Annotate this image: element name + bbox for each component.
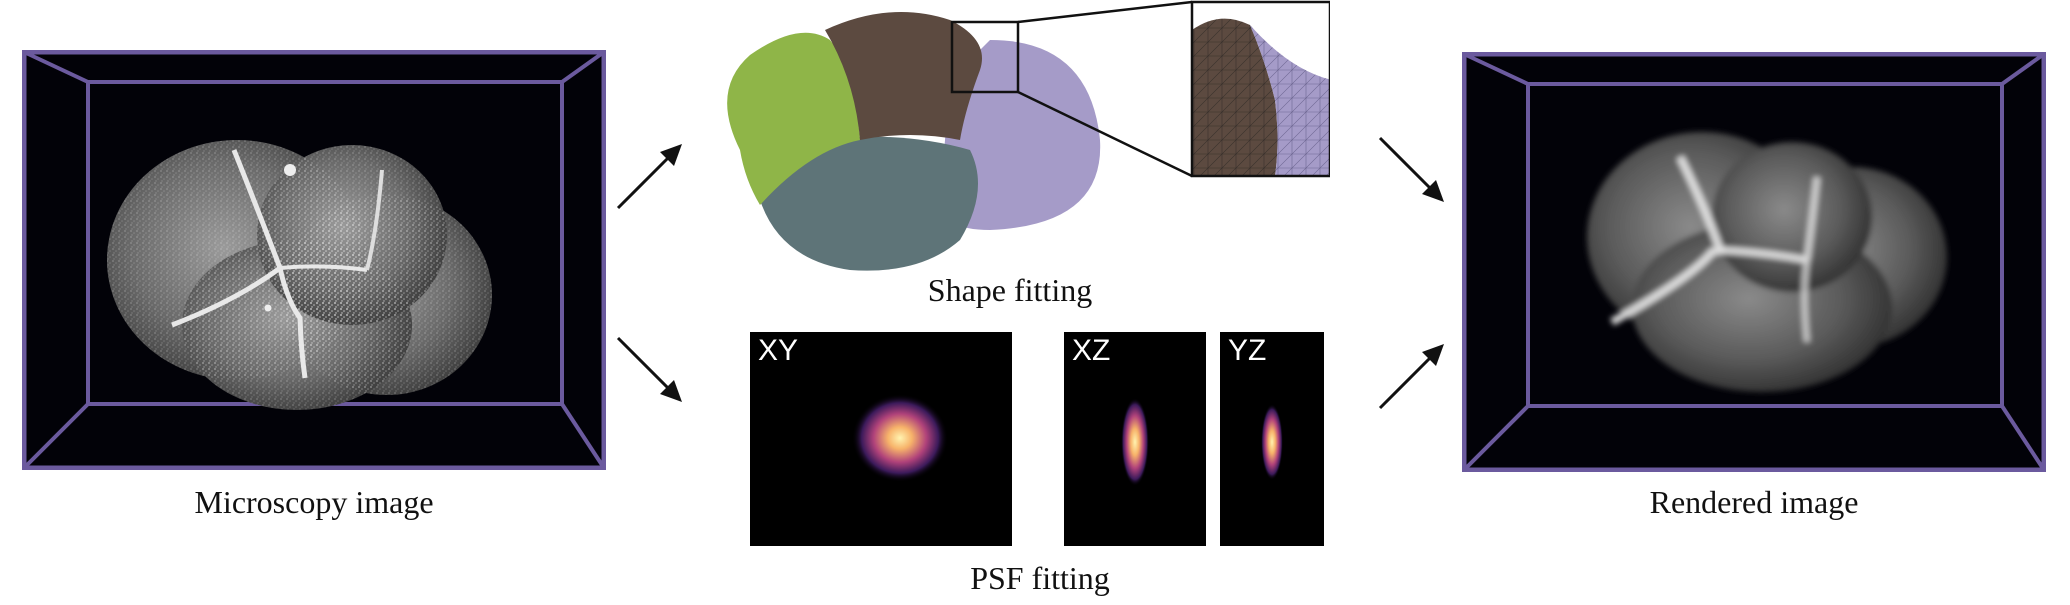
mesh-zoom-inset	[1192, 2, 1330, 176]
psf-label-xy: XY	[758, 334, 799, 367]
microscopy-cell-cluster	[107, 140, 492, 410]
arrow-from-shape-fitting	[1378, 136, 1444, 202]
rendered-volume-box	[1462, 52, 2046, 472]
rendered-cell-cluster	[1587, 132, 1947, 392]
shape-fitting-caption: Shape fitting	[927, 272, 1093, 308]
psf-panel-xz: XZ	[1064, 332, 1206, 546]
arrow-to-shape-fitting	[616, 144, 682, 210]
lavender-cell	[940, 40, 1101, 230]
microscopy-panel	[22, 50, 606, 470]
green-cell	[727, 32, 860, 206]
arrow-to-psf-fitting	[616, 336, 682, 402]
psf-label-xz: XZ	[1072, 334, 1111, 367]
slate-cell	[758, 136, 978, 271]
segmented-cell-mesh	[727, 0, 1330, 271]
zoom-region-box	[950, 20, 1020, 94]
psf-fitting-caption: PSF fitting	[970, 560, 1110, 596]
rendered-panel	[1462, 52, 2046, 472]
brown-cell	[825, 12, 982, 140]
psf-panel-xy: XY	[750, 332, 1012, 546]
psf-label-yz: YZ	[1228, 334, 1267, 367]
arrow-from-psf-fitting	[1378, 344, 1444, 410]
shape-fitting-panel	[690, 0, 1330, 280]
psf-panel-yz: YZ	[1220, 332, 1324, 546]
psf-xy-spot	[852, 394, 948, 482]
psf-xz-spot	[1121, 398, 1149, 486]
microscopy-caption: Microscopy image	[194, 484, 434, 520]
psf-yz-spot	[1261, 404, 1283, 480]
microscopy-volume-box	[22, 50, 606, 470]
rendered-caption: Rendered image	[1649, 484, 1859, 520]
